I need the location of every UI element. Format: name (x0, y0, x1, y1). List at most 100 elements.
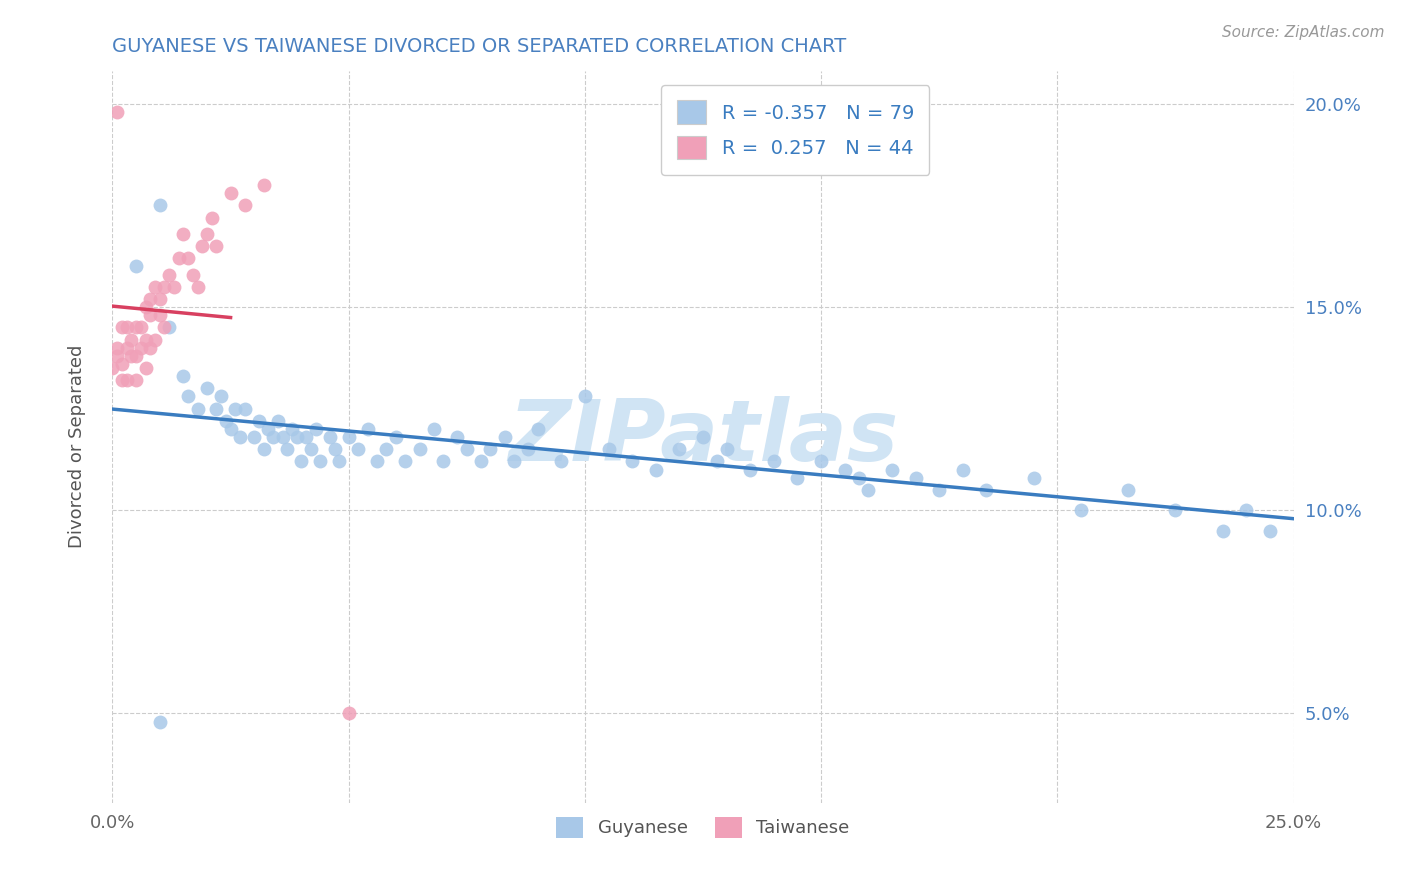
Point (786, 471, 808, 485)
Point (115, 320, 138, 334)
Point (243, 430, 266, 444)
Point (149, 292, 172, 306)
Point (262, 430, 284, 444)
Point (848, 471, 870, 485)
Point (125, 260, 148, 274)
Point (479, 442, 502, 457)
Point (385, 430, 408, 444)
Point (470, 454, 492, 468)
Point (129, 341, 152, 355)
Point (366, 454, 388, 468)
Point (692, 430, 714, 444)
Point (163, 279, 186, 293)
Point (858, 483, 880, 497)
Point (135, 300, 157, 314)
Point (139, 308, 162, 322)
Point (201, 211, 224, 225)
Point (129, 320, 152, 334)
Point (1070, 503, 1092, 517)
Point (139, 341, 162, 355)
Point (810, 454, 832, 468)
Point (115, 341, 138, 355)
Point (328, 454, 350, 468)
Point (456, 442, 478, 457)
Point (1022, 471, 1045, 485)
Point (233, 401, 256, 416)
Point (285, 430, 308, 444)
Point (219, 422, 242, 436)
Point (135, 361, 157, 376)
Point (394, 454, 416, 468)
Point (229, 430, 252, 444)
Point (135, 333, 157, 347)
Point (1212, 524, 1234, 538)
Point (209, 389, 232, 403)
Text: ZIPatlas: ZIPatlas (508, 395, 898, 479)
Point (574, 389, 596, 403)
Point (271, 430, 294, 444)
Point (1164, 503, 1187, 517)
Point (191, 239, 214, 253)
Point (304, 422, 326, 436)
Point (432, 454, 454, 468)
Point (125, 373, 148, 387)
Point (105, 105, 128, 120)
Point (181, 268, 204, 282)
Point (253, 442, 276, 457)
Point (319, 430, 342, 444)
Point (120, 333, 142, 347)
Point (290, 454, 312, 468)
Point (517, 442, 540, 457)
Point (253, 178, 276, 193)
Point (716, 442, 738, 457)
Point (834, 462, 856, 476)
Point (337, 706, 360, 721)
Point (247, 414, 270, 428)
Point (976, 483, 998, 497)
Point (276, 442, 298, 457)
Point (177, 252, 200, 266)
Point (408, 442, 430, 457)
Point (167, 252, 190, 266)
Point (494, 430, 516, 444)
Point (111, 373, 134, 387)
Point (115, 373, 138, 387)
Point (120, 349, 142, 363)
Point (257, 422, 280, 436)
Point (224, 401, 246, 416)
Point (195, 227, 218, 241)
Point (125, 349, 148, 363)
Point (644, 462, 666, 476)
Point (880, 462, 903, 476)
Point (172, 369, 194, 384)
Point (101, 361, 124, 376)
Point (153, 279, 176, 293)
Point (356, 422, 378, 436)
Point (952, 462, 974, 476)
Point (125, 320, 148, 334)
Text: Source: ZipAtlas.com: Source: ZipAtlas.com (1222, 25, 1385, 40)
Point (422, 422, 444, 436)
Point (157, 268, 180, 282)
Point (143, 333, 166, 347)
Point (375, 442, 398, 457)
Point (598, 442, 620, 457)
Point (299, 442, 322, 457)
Point (668, 442, 690, 457)
Point (186, 279, 208, 293)
Point (111, 357, 134, 371)
Point (337, 430, 360, 444)
Point (186, 401, 208, 416)
Point (526, 422, 548, 436)
Text: GUYANESE VS TAIWANESE DIVORCED OR SEPARATED CORRELATION CHART: GUYANESE VS TAIWANESE DIVORCED OR SEPARA… (112, 37, 846, 56)
Point (740, 462, 762, 476)
Point (904, 471, 927, 485)
Point (143, 279, 166, 293)
Point (295, 430, 318, 444)
Point (149, 198, 172, 212)
Point (153, 320, 176, 334)
Legend: Guyanese, Taiwanese: Guyanese, Taiwanese (550, 810, 856, 845)
Point (323, 442, 346, 457)
Point (762, 454, 785, 468)
Point (446, 430, 468, 444)
